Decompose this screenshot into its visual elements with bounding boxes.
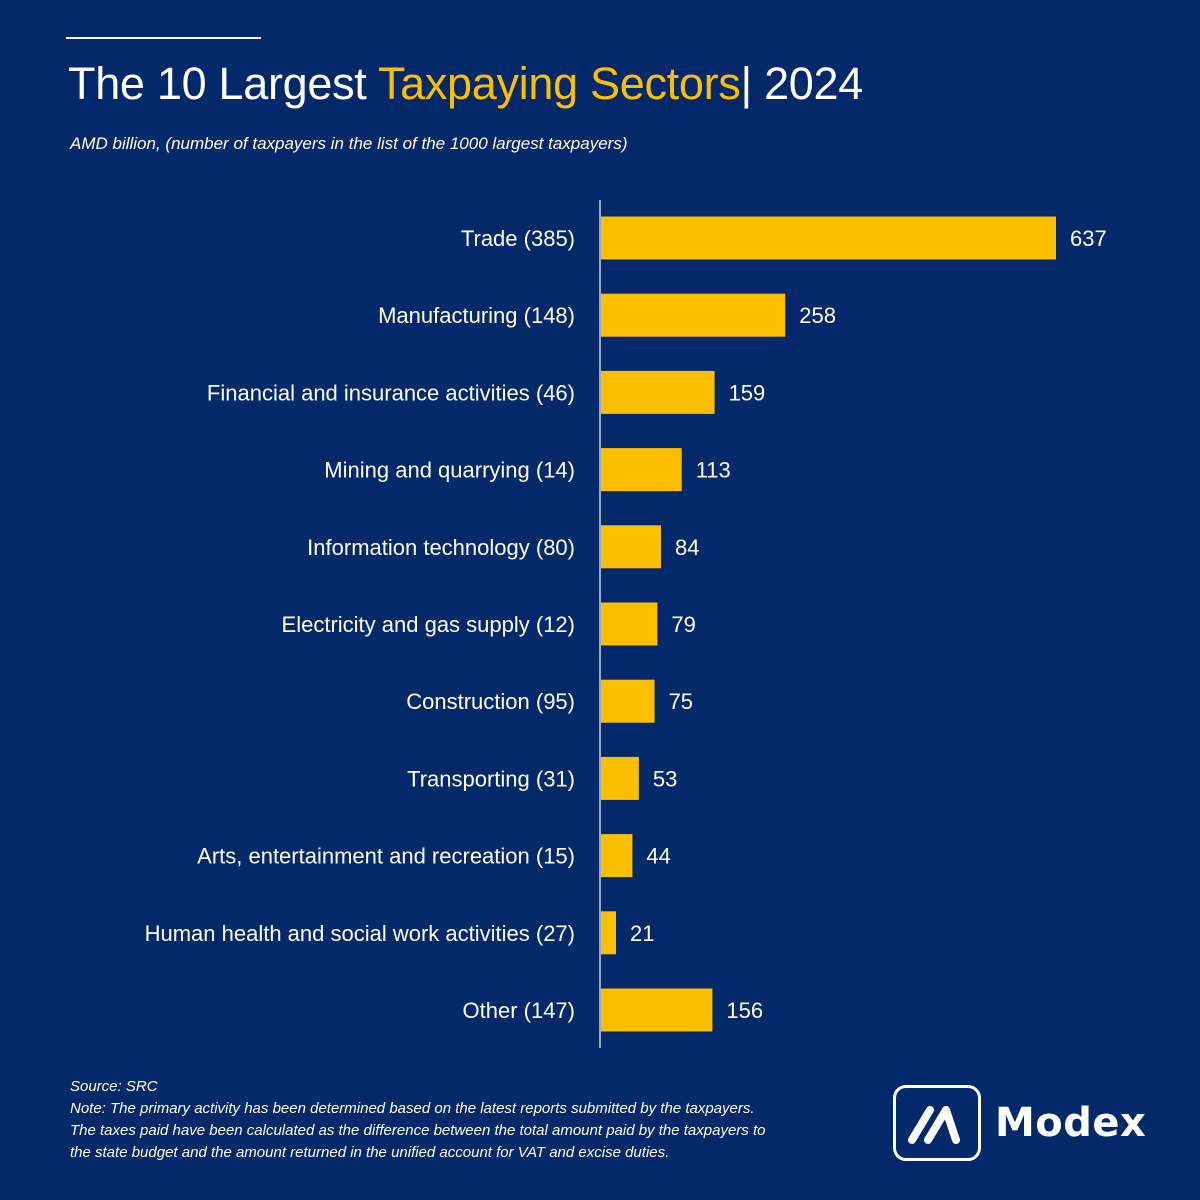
footer: Source: SRC Note: The primary activity h… xyxy=(70,1076,870,1164)
bar-2 xyxy=(601,370,715,414)
value-label-1: 258 xyxy=(799,303,836,328)
source-note: Source: SRC xyxy=(70,1078,158,1095)
bar-5 xyxy=(601,602,658,646)
note-line-2: The taxes paid have been calculated as t… xyxy=(70,1122,766,1139)
bar-4 xyxy=(601,525,661,569)
title-rule xyxy=(66,37,261,39)
category-label-2: Financial and insurance activities (46) xyxy=(207,380,575,405)
chart-title: The 10 Largest Taxpaying Sectors| 2024 xyxy=(68,56,863,112)
title-prefix: The 10 Largest xyxy=(68,58,378,109)
bar-0 xyxy=(601,216,1056,260)
title-suffix: | 2024 xyxy=(740,58,863,109)
value-label-3: 113 xyxy=(696,458,731,483)
category-label-0: Trade (385) xyxy=(461,226,575,251)
category-label-4: Information technology (80) xyxy=(307,535,575,560)
category-label-8: Arts, entertainment and recreation (15) xyxy=(197,844,575,869)
note-line-1: Note: The primary activity has been dete… xyxy=(70,1100,755,1117)
modex-logo: Modex xyxy=(893,1085,1146,1161)
logo-text: Modex xyxy=(995,1100,1147,1146)
value-label-2: 159 xyxy=(729,380,766,405)
title-accent: Taxpaying Sectors xyxy=(377,58,741,109)
value-label-7: 53 xyxy=(653,766,677,791)
value-label-4: 84 xyxy=(675,535,699,560)
category-label-3: Mining and quarrying (14) xyxy=(324,458,575,483)
bar-8 xyxy=(601,834,633,878)
category-label-7: Transporting (31) xyxy=(407,766,575,791)
modex-logo-icon xyxy=(893,1085,981,1161)
value-label-9: 21 xyxy=(630,921,654,946)
category-label-6: Construction (95) xyxy=(406,689,575,714)
chart-subtitle: AMD billion, (number of taxpayers in the… xyxy=(70,134,628,153)
note-line-3: the state budget and the amount returned… xyxy=(70,1144,670,1161)
value-label-8: 44 xyxy=(646,844,670,869)
value-label-10: 156 xyxy=(726,998,763,1023)
bar-1 xyxy=(601,293,786,337)
category-label-9: Human health and social work activities … xyxy=(145,921,575,946)
value-label-0: 637 xyxy=(1070,226,1107,251)
value-label-5: 79 xyxy=(671,612,695,637)
bar-3 xyxy=(601,448,682,492)
value-label-6: 75 xyxy=(669,689,693,714)
bar-9 xyxy=(601,911,616,955)
category-label-10: Other (147) xyxy=(463,998,576,1023)
bar-6 xyxy=(601,679,655,723)
bar-10 xyxy=(601,988,713,1032)
bar-chart: Trade (385) 637 Manufacturing (148) 258 Fina… xyxy=(145,200,1107,1048)
category-label-5: Electricity and gas supply (12) xyxy=(282,612,575,637)
category-label-1: Manufacturing (148) xyxy=(378,303,575,328)
bar-7 xyxy=(601,756,639,800)
